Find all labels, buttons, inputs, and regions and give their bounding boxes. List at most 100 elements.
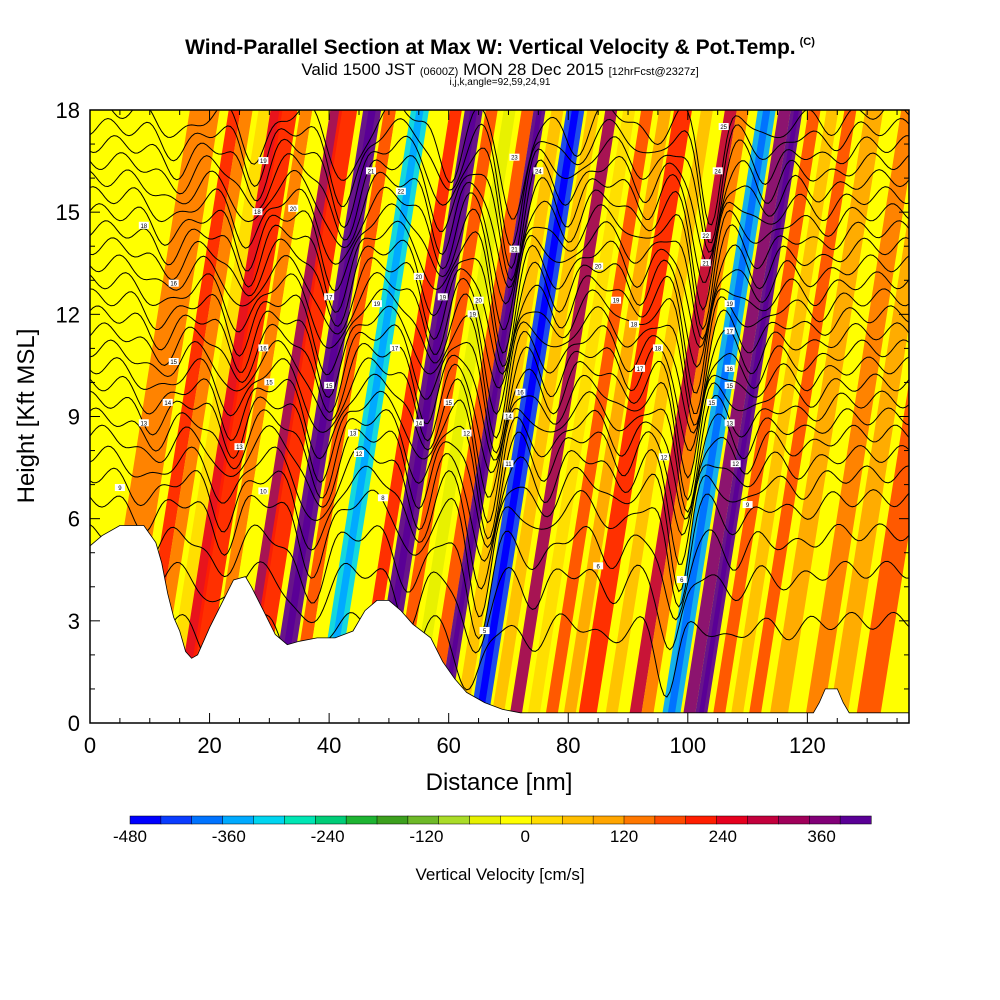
contour-label-text: 14 [415,421,422,427]
contour-label-13: 15 [324,381,335,390]
colorbar-tick-0: -480 [113,827,147,846]
contour-label-bg [168,358,179,366]
colorbar-swatch-21 [778,815,810,825]
isentrope-3 [90,489,909,618]
colorbar-swatch-17 [654,815,687,825]
contour-label-bg [479,627,490,635]
w-band-11 [287,110,397,723]
subtitle-valid: Valid 1500 JST [301,60,416,79]
w-band-17 [388,110,498,723]
colorbar-swatch-23 [839,815,872,825]
w-band-40 [828,212,909,723]
colorbar-tick-4: 0 [520,827,529,846]
contour-label-bg [503,412,514,420]
potential-temperature-contours [90,110,909,698]
w-band-28 [577,110,692,723]
contour-label-bg [611,296,622,304]
w-band-19 [424,110,534,723]
y-tick-label: 12 [56,302,80,327]
isentrope-7 [90,407,909,540]
contour-label-text: 21 [368,169,375,175]
contour-label-text: 15 [266,380,273,386]
isentrope-2 [90,523,909,640]
contour-label-bg [730,460,741,468]
contour-label-text: 18 [655,346,662,352]
contour-label-text: 19 [374,302,381,308]
contour-label-bg [162,398,173,406]
contour-label-text: 6 [680,578,684,584]
colorbar-swatch-1 [160,815,193,825]
y-axis-label: Height [Kft MSL] [13,329,40,504]
contour-label-bg [503,460,514,468]
contour-label-text: 12 [732,462,739,468]
contour-label-18: 21 [365,167,376,175]
colorbar-swatch-4 [253,815,285,825]
subtitle-date: MON 28 Dec 2015 [463,60,604,79]
w-band-37 [747,110,857,723]
contour-label-text: 9 [746,503,750,509]
contour-label-bg [258,157,269,165]
isentrope-5 [90,445,909,565]
contour-label-47: 13 [724,419,735,427]
contour-label-text: 22 [398,190,405,196]
contour-label-text: 18 [631,323,638,329]
colorbar-swatch-12 [500,815,532,825]
subtitle-utc: (0600Z) [419,66,459,78]
contour-label-bg [354,449,365,457]
contour-label-bg [288,204,299,212]
contour-label-38: 17 [634,364,645,373]
contour-label-bg [138,419,149,427]
contour-label-text: 13 [140,421,147,427]
x-tick-label: 40 [317,733,341,758]
x-axis-label: Distance [nm] [426,769,573,796]
contour-label-text: 13 [350,432,357,438]
isentrope-25 [90,110,909,226]
contour-label-55: 5 [479,627,490,635]
contour-label-text: 13 [236,445,243,451]
y-tick-label: 18 [56,98,80,123]
contour-label-text: 12 [661,455,668,461]
contour-label-20: 22 [395,187,406,196]
contour-label-bg [509,153,520,161]
contour-label-7: 10 [258,487,269,495]
colorbar-tick-1: -360 [212,827,246,846]
contour-label-bg [324,293,335,301]
contour-label-bg [264,378,275,386]
isentrope-23 [90,135,909,270]
contour-label-1: 13 [138,419,149,427]
isentrope-24 [90,117,909,248]
contour-label-text: 19 [439,295,446,301]
x-tick-label: 120 [789,733,826,758]
contour-label-15: 13 [348,429,359,438]
w-band-36 [729,110,839,723]
contour-label-text: 17 [637,367,644,373]
contour-label-bg [467,310,478,318]
w-band-25 [526,110,636,723]
contour-label-text: 12 [356,452,363,458]
y-tick-label: 6 [68,507,80,532]
contour-label-text: 20 [415,275,422,281]
contour-label-text: 19 [260,159,267,165]
contour-label-text: 18 [254,210,261,216]
contour-label-bg [413,272,424,280]
contour-label-5: 18 [138,221,149,230]
x-tick-label: 60 [436,733,460,758]
contour-label-41: 6 [676,575,687,584]
colorbar-tick-6: 240 [709,827,737,846]
w-band-15 [353,110,462,723]
contour-label-44: 15 [706,398,717,407]
contour-label-53: 9 [742,501,753,509]
contour-label-34: 6 [593,562,604,570]
contour-label-19: 17 [389,344,400,352]
contour-label-bg [324,381,335,389]
colorbar-swatch-7 [345,815,378,825]
contour-label-text: 17 [392,346,399,352]
contour-label-4: 16 [168,279,179,288]
contour-label-bg [168,279,179,287]
contour-label-bg [629,320,640,328]
colorbar-swatch-0 [129,815,162,825]
colorbar-swatch-5 [284,815,316,825]
x-tick-label: 80 [556,733,580,758]
contour-label-text: 21 [702,261,709,267]
contour-label-23: 19 [437,293,448,301]
